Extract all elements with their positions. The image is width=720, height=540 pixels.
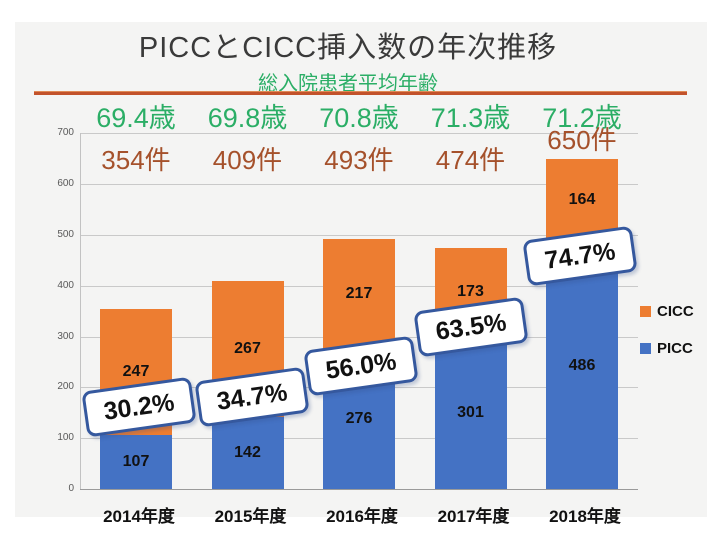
average-age-label: 71.2歳 (542, 103, 622, 133)
x-category-label: 2018年度 (549, 507, 621, 526)
legend-item-picc: PICC (640, 340, 694, 357)
bar-2017年度-picc (434, 336, 507, 489)
picc-value-label: 276 (345, 409, 373, 427)
grid-line (80, 489, 638, 490)
y-axis-tick-label: 700 (57, 127, 74, 139)
cicc-swatch-icon (640, 306, 651, 317)
legend-label-picc: PICC (657, 340, 693, 357)
x-category-label: 2016年度 (326, 507, 398, 526)
x-category-label: 2015年度 (214, 507, 287, 526)
picc-value-label: 301 (457, 403, 484, 421)
bar-2014年度-picc (100, 434, 172, 489)
grid-line (80, 235, 638, 236)
y-axis-tick-label: 400 (57, 279, 74, 291)
cicc-value-label: 217 (345, 284, 373, 302)
y-axis-tick-label: 500 (57, 229, 74, 240)
chart-legend: CICC PICC (640, 303, 694, 377)
grid-line (80, 133, 638, 135)
y-axis-tick-label: 0 (68, 483, 74, 494)
divider-line (34, 91, 687, 95)
x-category-label: 2014年度 (103, 507, 175, 526)
cicc-value-label: 164 (568, 191, 596, 209)
picc-value-label: 142 (234, 443, 261, 461)
x-category-label: 2017年度 (437, 507, 510, 526)
average-age-label: 69.4歳 (96, 103, 176, 133)
bar-2016年度-cicc (323, 238, 395, 349)
average-age-label: 71.3歳 (430, 103, 511, 133)
y-axis-tick-label: 600 (57, 178, 74, 190)
legend-item-cicc: CICC (640, 303, 694, 320)
picc-value-label: 486 (568, 356, 596, 374)
cicc-value-label: 247 (122, 362, 150, 380)
total-count-label: 409件 (212, 145, 283, 175)
page-title: PICCとCICC挿入数の年次推移 (138, 32, 558, 64)
y-axis-line (80, 133, 81, 489)
legend-label-cicc: CICC (657, 303, 694, 320)
average-age-label: 69.8歳 (207, 103, 288, 133)
chart-subtitle: 総入院患者平均年齢 (258, 73, 438, 95)
grid-line (80, 184, 638, 186)
y-axis-tick-label: 100 (57, 432, 74, 444)
average-age-label: 70.8歳 (319, 103, 399, 133)
total-count-label: 493件 (324, 145, 394, 175)
bar-2015年度-picc (211, 416, 284, 489)
cicc-value-label: 173 (457, 283, 484, 301)
cicc-value-label: 267 (234, 340, 261, 358)
bar-2018年度-picc (546, 242, 618, 489)
total-count-label: 354件 (101, 145, 171, 175)
y-axis-tick-label: 300 (57, 330, 74, 342)
picc-swatch-icon (640, 343, 651, 354)
picc-value-label: 107 (122, 452, 150, 470)
y-axis-tick-label: 200 (57, 381, 74, 393)
total-count-label: 474件 (435, 145, 506, 175)
total-count-label: 650件 (547, 125, 617, 155)
